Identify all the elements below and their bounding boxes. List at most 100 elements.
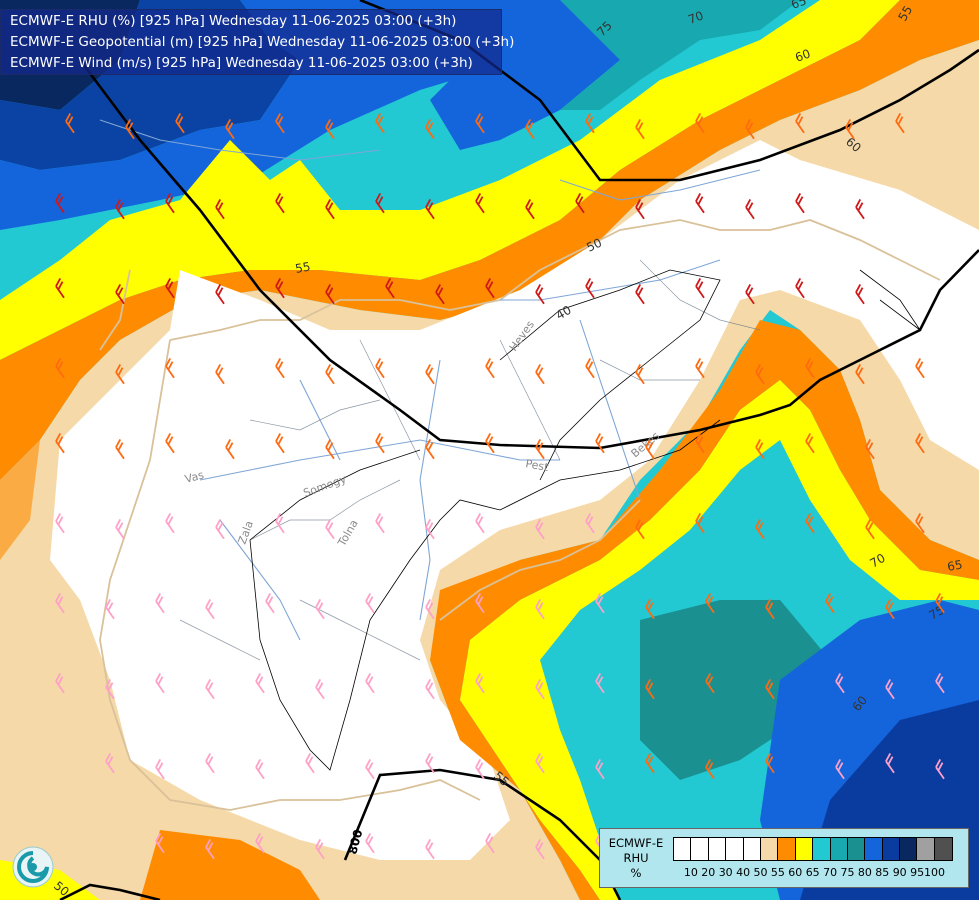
wind-barb <box>325 438 335 460</box>
wind-barb <box>915 512 925 534</box>
wind-barb <box>435 283 445 305</box>
rhu-band-65-southeast <box>460 380 979 900</box>
wind-barb <box>115 363 125 385</box>
wind-barb <box>525 118 535 140</box>
wind-barb <box>695 512 705 534</box>
wind-barb <box>885 752 895 774</box>
wind-barb <box>325 198 335 220</box>
wind-barb <box>275 277 285 299</box>
wind-barb <box>695 112 705 134</box>
wind-barb <box>115 518 125 540</box>
wind-barb <box>795 112 805 134</box>
wind-barb <box>915 357 925 379</box>
contour-label: 75 <box>927 603 947 623</box>
wind-barb <box>425 752 435 774</box>
wind-barb <box>585 277 595 299</box>
legend-tick-label: 90 <box>892 866 907 879</box>
wind-barb <box>365 672 375 694</box>
wind-barb <box>105 598 115 620</box>
wind-barb <box>55 432 65 454</box>
wind-barbs <box>55 112 945 860</box>
wind-barb <box>635 518 645 540</box>
wind-barb <box>475 592 485 614</box>
contour-label: 55 <box>895 3 915 23</box>
wind-barb <box>125 118 135 140</box>
wind-barb <box>205 838 215 860</box>
wind-barb <box>535 363 545 385</box>
wind-barb <box>165 432 175 454</box>
wind-barb <box>695 432 705 454</box>
wind-barb <box>755 518 765 540</box>
wind-barb <box>935 672 945 694</box>
wind-barb <box>635 118 645 140</box>
title-wind: ECMWF-E Wind (m/s) [925 hPa] Wednesday 1… <box>10 55 473 71</box>
wind-barb <box>475 192 485 214</box>
wind-barb <box>535 438 545 460</box>
wind-barb <box>795 277 805 299</box>
wind-barb <box>485 832 495 854</box>
wind-barb <box>215 363 225 385</box>
wind-barb <box>885 678 895 700</box>
title-rhu: ECMWF-E RHU (%) [925 hPa] Wednesday 11-0… <box>10 13 457 29</box>
legend-color-cell <box>691 838 709 860</box>
wind-barb <box>865 518 875 540</box>
wind-barb <box>935 592 945 614</box>
wind-barb <box>745 283 755 305</box>
contour-label: 70 <box>868 551 888 571</box>
wind-barb <box>225 438 235 460</box>
wind-barb <box>915 432 925 454</box>
wind-barb <box>155 758 165 780</box>
legend-color-cell <box>674 838 692 860</box>
wind-barb <box>315 598 325 620</box>
wind-barb <box>255 832 265 854</box>
wind-barb <box>595 672 605 694</box>
wind-barb <box>585 512 595 534</box>
wind-barb <box>215 198 225 220</box>
legend-tick-label: 40 <box>736 866 751 879</box>
wind-barb <box>425 198 435 220</box>
wind-barb <box>535 838 545 860</box>
contour-label: 55 <box>294 260 311 276</box>
map-title-box: ECMWF-E RHU (%) [925 hPa] Wednesday 11-0… <box>0 9 514 75</box>
wind-barb <box>795 192 805 214</box>
wind-barb <box>155 832 165 854</box>
wind-barb <box>315 678 325 700</box>
wind-barb <box>375 432 385 454</box>
wind-barb <box>425 438 435 460</box>
wind-barb <box>215 518 225 540</box>
legend-color-cell <box>900 838 918 860</box>
wind-barb <box>205 752 215 774</box>
legend-title-line: RHU <box>623 851 649 865</box>
wind-barb <box>705 758 715 780</box>
wind-barb <box>375 192 385 214</box>
wind-barb <box>155 672 165 694</box>
wind-barb <box>55 672 65 694</box>
wind-barb <box>205 598 215 620</box>
wind-barb <box>425 838 435 860</box>
legend-tick-label: 55 <box>770 866 785 879</box>
legend-tick-label: 50 <box>753 866 768 879</box>
contour-label: 40 <box>554 303 574 323</box>
wind-barb <box>115 438 125 460</box>
borders <box>99 219 941 811</box>
legend-tick-label: 100 <box>924 866 945 879</box>
wind-barb <box>755 438 765 460</box>
legend-tick-label: 75 <box>840 866 855 879</box>
legend-color-cell <box>917 838 935 860</box>
legend-color-cell <box>778 838 796 860</box>
wind-barb <box>535 752 545 774</box>
wind-barb <box>635 363 645 385</box>
wind-barb <box>425 678 435 700</box>
legend-tick-label: 10 <box>683 866 698 879</box>
wind-barb <box>855 198 865 220</box>
wind-barb <box>835 758 845 780</box>
rhu-band-60-southeast <box>430 320 979 900</box>
wind-barb <box>645 752 655 774</box>
wind-barb <box>385 277 395 299</box>
wind-barb <box>485 277 495 299</box>
place-label: Vas <box>183 468 205 486</box>
legend-color-cell <box>882 838 901 860</box>
rhu-band-65-north <box>0 0 900 360</box>
wind-barb <box>705 672 715 694</box>
wind-barb <box>375 112 385 134</box>
